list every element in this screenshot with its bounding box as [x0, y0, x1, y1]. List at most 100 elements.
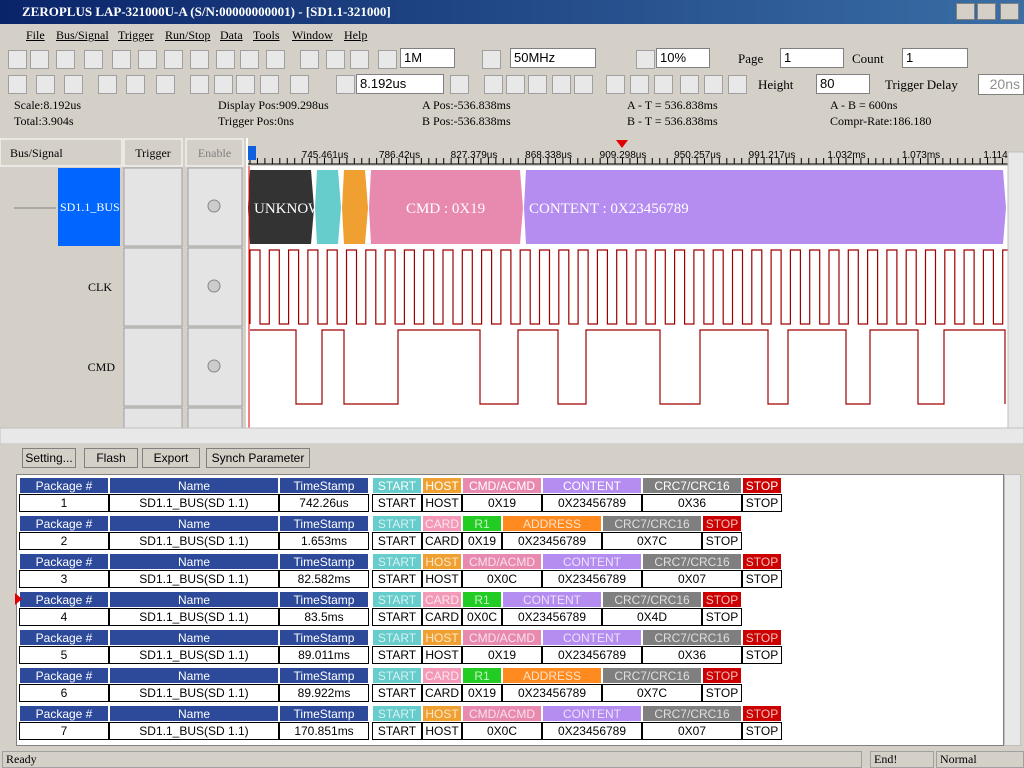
toolbar-icon[interactable]	[378, 50, 397, 69]
field-header: CONTENT	[542, 477, 642, 494]
trigger-cell	[123, 167, 183, 247]
toolbar-icon[interactable]	[450, 75, 469, 94]
toolbar-icon[interactable]	[164, 50, 183, 69]
combo-box[interactable]: 1	[780, 48, 844, 68]
panel-button[interactable]: Setting...	[22, 448, 76, 468]
toolbar-icon[interactable]	[630, 75, 649, 94]
bus-segment	[315, 170, 341, 244]
minimize-button[interactable]	[956, 3, 975, 20]
info-panel: Scale:8.192us Total:3.904s Display Pos:909…	[0, 97, 1024, 133]
toolbar-icon[interactable]	[112, 50, 131, 69]
toolbar-icon[interactable]	[680, 75, 699, 94]
panel-button[interactable]: Synch Parameter	[206, 448, 310, 468]
field-header: R1	[462, 667, 502, 684]
combo-box[interactable]: 80	[816, 74, 870, 94]
combo-box[interactable]: 1M	[400, 48, 455, 68]
packet-header: TimeStamp	[279, 591, 369, 608]
packet-timestamp: 742.26us	[279, 494, 369, 512]
field-value: 0X23456789	[502, 608, 602, 626]
packet-list: Package # Name TimeStamp 1 SD1.1_BUS(SD 1.1)…	[15, 474, 1004, 746]
menu-item[interactable]: File	[26, 28, 45, 42]
menu-item[interactable]: Tools	[253, 28, 280, 42]
toolbar-icon[interactable]	[64, 75, 83, 94]
field-header: CRC7/CRC16	[602, 667, 702, 684]
toolbar-icon[interactable]	[552, 75, 571, 94]
toolbar-icon[interactable]	[484, 75, 503, 94]
packet-name: SD1.1_BUS(SD 1.1)	[109, 494, 279, 512]
toolbar-icon[interactable]	[190, 75, 209, 94]
combo-box[interactable]: 50MHz	[510, 48, 596, 68]
bus-segment-label: CONTENT : 0X23456789	[529, 201, 689, 217]
menu-item[interactable]: Window	[292, 28, 333, 42]
toolbar-icon[interactable]	[574, 75, 593, 94]
menu-item[interactable]: Run/Stop	[165, 28, 211, 42]
toolbar-icon[interactable]	[236, 75, 255, 94]
timeline-label: 786.42us	[379, 150, 420, 161]
toolbar-icon[interactable]	[126, 75, 145, 94]
combo-box[interactable]: 8.192us	[356, 74, 444, 94]
info-text: B - T = 536.838ms	[627, 114, 718, 128]
toolbar-icon[interactable]	[156, 75, 175, 94]
toolbar-icon[interactable]	[240, 50, 259, 69]
packet-timestamp: 89.922ms	[279, 684, 369, 702]
panel-button[interactable]: Export	[142, 448, 200, 468]
combo-box[interactable]: 10%	[656, 48, 710, 68]
toolbar-icon[interactable]	[290, 75, 309, 94]
combo-box[interactable]: 1	[902, 48, 968, 68]
bus-segment-label: UNKNOW	[254, 201, 323, 217]
panel-button[interactable]: Flash	[84, 448, 138, 468]
toolbar-icon[interactable]	[216, 50, 235, 69]
field-value: HOST	[422, 646, 462, 664]
toolbar-icon[interactable]	[214, 75, 233, 94]
signal-name: CMD	[88, 360, 116, 374]
toolbar-icon[interactable]	[506, 75, 525, 94]
toolbar-icon[interactable]	[606, 75, 625, 94]
window-title: ZEROPLUS LAP-321000U-A (S/N:00000000001)…	[22, 4, 391, 19]
toolbar-icon[interactable]	[138, 50, 157, 69]
field-header: CMD/ACMD	[462, 553, 542, 570]
maximize-button[interactable]	[977, 3, 996, 20]
toolbar-icon[interactable]	[350, 50, 369, 69]
field-value: 0X0C	[462, 570, 542, 588]
status-field: End!	[870, 751, 934, 768]
menu-item[interactable]: Help	[344, 28, 368, 42]
toolbar-icon[interactable]	[636, 50, 655, 69]
toolbar-icon[interactable]	[190, 50, 209, 69]
toolbar-icon[interactable]	[528, 75, 547, 94]
field-header: STOP	[742, 553, 782, 570]
packet-header: Name	[109, 667, 279, 684]
info-text: Display Pos:909.298us	[218, 98, 329, 112]
menu-item[interactable]: Bus/Signal	[56, 28, 109, 42]
toolbar-icon[interactable]	[56, 50, 75, 69]
toolbar-icon[interactable]	[336, 75, 355, 94]
field-header: CARD	[422, 591, 462, 608]
toolbar-icon[interactable]	[8, 75, 27, 94]
list-scrollbar[interactable]	[1004, 474, 1021, 746]
close-button[interactable]	[1000, 3, 1019, 20]
toolbar-icon[interactable]	[482, 50, 501, 69]
toolbar-icon[interactable]	[36, 75, 55, 94]
field-header: CONTENT	[502, 591, 602, 608]
field-value: START	[372, 608, 422, 626]
menu-item[interactable]: Data	[220, 28, 243, 42]
toolbar-icon[interactable]	[300, 50, 319, 69]
signal-canvas: Bus/Signal Trigger Enable SD1.1_BUS CLK CMD 74…	[0, 138, 1024, 444]
column-header-text: Enable	[198, 146, 231, 160]
toolbar-icon[interactable]	[30, 50, 49, 69]
toolbar-icon[interactable]	[84, 50, 103, 69]
info-text: Trigger Pos:0ns	[218, 114, 294, 128]
field-header: CRC7/CRC16	[642, 553, 742, 570]
toolbar-icon[interactable]	[704, 75, 723, 94]
menu-item[interactable]: Trigger	[118, 28, 154, 42]
toolbar-icon[interactable]	[326, 50, 345, 69]
field-header: CMD/ACMD	[462, 705, 542, 722]
toolbar-icon[interactable]	[654, 75, 673, 94]
toolbar-icon[interactable]	[728, 75, 747, 94]
timeline-bg	[248, 138, 1024, 166]
toolbar-icon[interactable]	[8, 50, 27, 69]
toolbar-icon[interactable]	[266, 50, 285, 69]
toolbar-icon[interactable]	[260, 75, 279, 94]
field-header: ADDRESS	[502, 515, 602, 532]
toolbar-icon[interactable]	[98, 75, 117, 94]
